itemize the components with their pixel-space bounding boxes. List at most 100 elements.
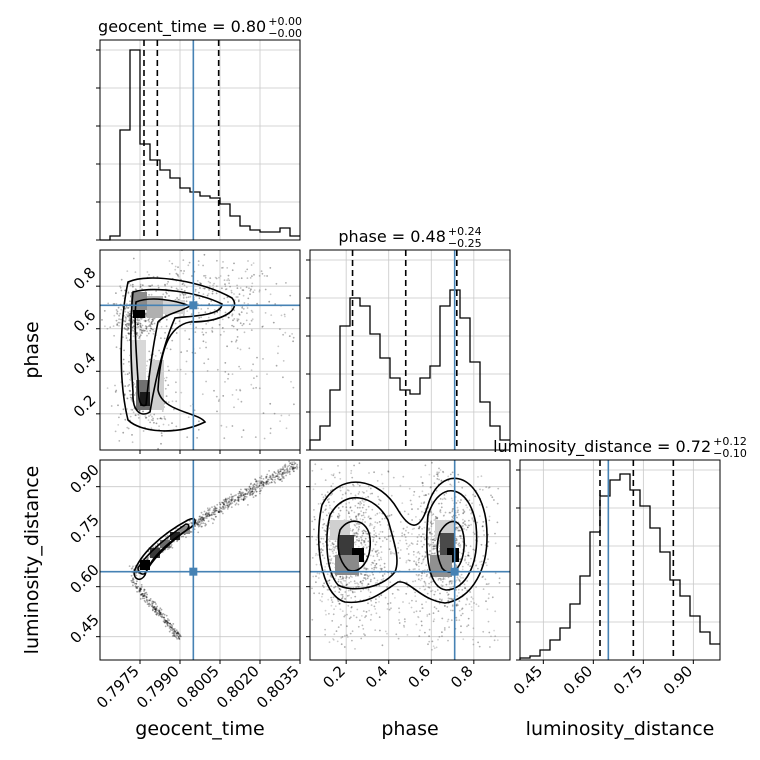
sample-point	[218, 501, 221, 504]
sample-point	[360, 615, 363, 617]
sample-point	[277, 470, 279, 473]
sample-point	[171, 632, 174, 635]
sample-point	[252, 262, 255, 264]
sample-point	[415, 600, 417, 603]
sample-point	[479, 561, 481, 563]
sample-point	[127, 323, 129, 325]
sample-point	[242, 323, 245, 325]
sample-point	[328, 540, 331, 543]
sample-point	[456, 576, 459, 579]
sample-point	[407, 553, 410, 555]
sample-point	[325, 514, 328, 517]
sample-point	[249, 492, 252, 495]
sample-point	[337, 516, 339, 518]
sample-point	[375, 541, 378, 543]
sample-point	[205, 512, 207, 515]
sample-point	[463, 528, 466, 530]
sample-point	[424, 631, 426, 634]
sample-point	[358, 522, 361, 525]
sample-point	[291, 463, 293, 466]
sample-point	[428, 640, 431, 643]
sample-point	[359, 581, 362, 583]
sample-point	[218, 276, 220, 279]
sample-point	[387, 535, 390, 538]
sample-point	[168, 260, 171, 262]
sample-point	[258, 490, 261, 493]
sample-point	[138, 589, 141, 591]
sample-point	[375, 534, 377, 537]
sample-point	[134, 271, 137, 273]
sample-point	[147, 419, 150, 421]
sample-point	[216, 410, 218, 413]
sample-point	[266, 275, 268, 277]
sample-point	[379, 499, 381, 502]
sample-point	[228, 279, 231, 282]
sample-point	[241, 306, 244, 309]
axis-label-phase: phase	[21, 321, 43, 378]
sample-point	[214, 513, 217, 516]
sample-point	[487, 583, 489, 586]
sample-point	[291, 466, 294, 469]
sample-point	[240, 491, 243, 494]
sample-point	[478, 515, 481, 517]
sample-point	[404, 536, 407, 539]
sample-point	[356, 535, 358, 538]
sample-point	[255, 386, 257, 389]
sample-point	[150, 322, 153, 324]
sample-point	[464, 587, 466, 589]
sample-point	[438, 471, 440, 474]
sample-point	[200, 308, 203, 310]
sample-point	[345, 576, 348, 578]
sample-point	[136, 580, 138, 583]
sample-point	[248, 485, 251, 488]
sample-point	[434, 552, 436, 555]
sample-point	[144, 601, 147, 603]
sample-point	[333, 633, 336, 636]
sample-point	[345, 506, 348, 509]
sample-point	[205, 515, 208, 518]
sample-point	[343, 597, 346, 600]
sample-point	[136, 587, 139, 589]
sample-point	[408, 544, 411, 547]
sample-point	[242, 491, 244, 494]
sample-point	[328, 498, 330, 500]
sample-point	[160, 616, 163, 619]
sample-point	[420, 620, 423, 623]
sample-point	[136, 590, 139, 593]
sample-point	[202, 522, 205, 524]
sample-point	[353, 523, 356, 526]
sample-point	[290, 465, 293, 468]
sample-point	[340, 593, 343, 596]
sample-point	[122, 363, 125, 365]
sample-point	[200, 520, 203, 523]
sample-point	[283, 313, 286, 316]
sample-point	[231, 373, 234, 375]
sample-point	[223, 297, 226, 300]
sample-point	[284, 463, 287, 466]
sample-point	[183, 270, 186, 272]
sample-point	[413, 490, 416, 493]
sample-point	[131, 283, 134, 286]
sample-point	[154, 609, 157, 612]
sample-point	[190, 521, 193, 524]
sample-point	[461, 486, 464, 489]
sample-point	[271, 476, 274, 479]
sample-point	[277, 471, 280, 474]
sample-point	[462, 638, 465, 641]
sample-point	[179, 635, 182, 637]
sample-point	[461, 540, 464, 543]
sample-point	[420, 577, 423, 580]
sample-point	[184, 373, 187, 375]
sample-point	[324, 530, 327, 532]
sample-point	[349, 632, 352, 635]
title-main: geocent_time = 0.80	[98, 17, 266, 37]
sample-point	[115, 389, 118, 392]
sample-point	[419, 505, 422, 508]
sample-point	[178, 320, 181, 322]
sample-point	[448, 581, 451, 584]
sample-point	[151, 609, 154, 612]
sample-point	[338, 514, 341, 517]
sample-point	[330, 544, 332, 547]
sample-point	[221, 501, 224, 504]
sample-point	[243, 495, 246, 498]
